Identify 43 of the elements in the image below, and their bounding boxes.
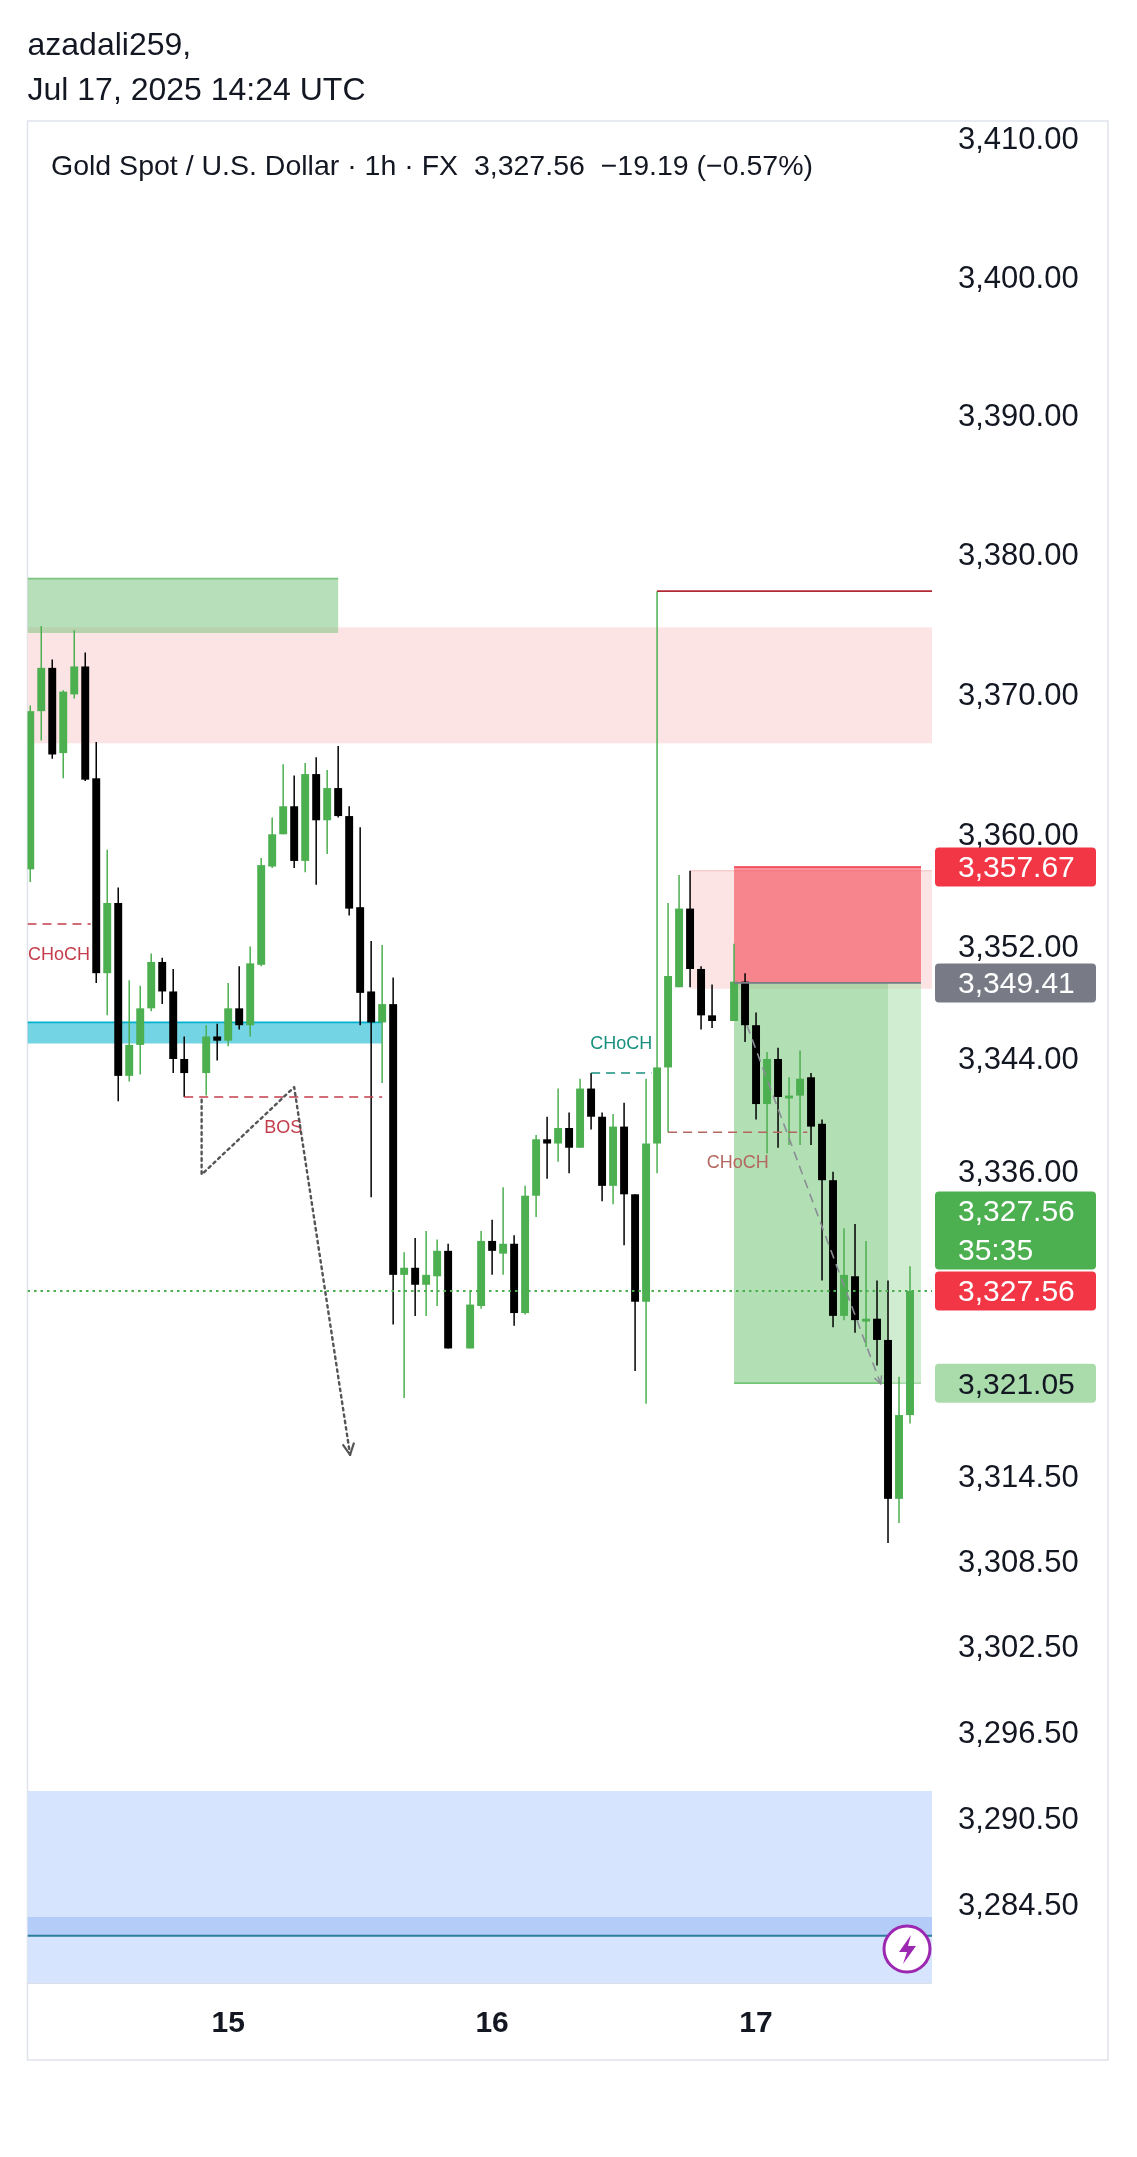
candlestick	[488, 1218, 497, 1276]
y-tick-label: 3,302.50	[958, 1629, 1079, 1665]
candlestick	[180, 1035, 189, 1098]
series-label: CHoCH	[590, 1033, 653, 1054]
candlestick	[708, 983, 717, 1029]
y-tick-label: 3,410.00	[958, 121, 1079, 157]
y-tick-label: 3,336.00	[958, 1154, 1079, 1190]
data-label: 3,349.41	[958, 966, 1075, 1000]
y-tick-label: 3,284.50	[958, 1886, 1079, 1922]
y-tick-label: 3,314.50	[958, 1458, 1079, 1494]
x-tick-label: 15	[211, 2005, 245, 2038]
data-label: 3,357.67	[958, 850, 1075, 884]
candlestick	[554, 1087, 563, 1163]
candlestick	[411, 1237, 420, 1317]
y-tick-label: 3,290.50	[958, 1800, 1079, 1836]
y-tick-label: 3,390.00	[958, 398, 1079, 434]
ref-line-label: 3,327.56 35:35	[958, 1194, 1075, 1267]
y-tick-label: 3,296.50	[958, 1714, 1079, 1750]
candlestick	[235, 965, 244, 1031]
series-label: CHoCH	[28, 944, 91, 965]
text: Jul 17, 2025 14:24 UTC	[27, 71, 366, 107]
candlestick	[213, 1023, 222, 1062]
candlestick	[378, 944, 387, 1084]
y-tick-label: 3,400.00	[958, 259, 1079, 295]
x-tick-label: 17	[739, 2005, 773, 2038]
candlestick	[367, 940, 376, 1198]
candlestick	[873, 1279, 881, 1367]
candlestick	[543, 1115, 552, 1180]
series-label: BOS	[264, 1117, 303, 1137]
y-tick-label: 3,352.00	[958, 929, 1079, 964]
candlestick	[796, 1049, 804, 1146]
text: Gold Spot / U.S. Dollar · 1h · FX 3,327.56 −19.19 (−0.57%)	[51, 149, 813, 181]
candlestick	[499, 1186, 508, 1276]
data-label: 3,321.05	[958, 1366, 1075, 1400]
y-tick-label: 3,380.00	[958, 537, 1079, 573]
y-tick-label: 3,344.00	[958, 1041, 1079, 1077]
y-tick-label: 3,370.00	[958, 676, 1079, 712]
candlestick	[565, 1111, 574, 1174]
y-tick-label: 3,308.50	[958, 1543, 1079, 1579]
text: 3,327.56	[958, 1274, 1075, 1308]
y-tick-label: 3,360.00	[958, 816, 1079, 852]
x-tick-label: 16	[475, 2005, 509, 2038]
text: azadali259,	[27, 26, 192, 62]
